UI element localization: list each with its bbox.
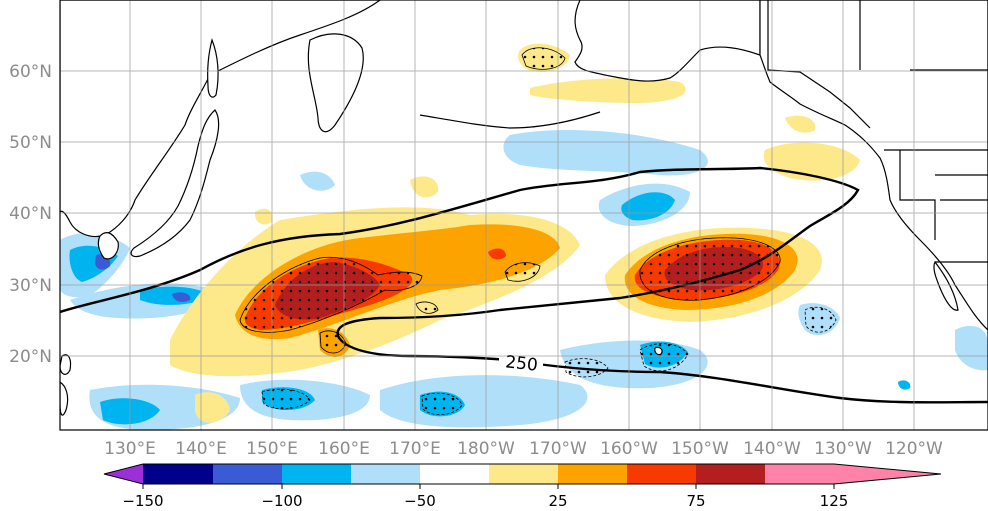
colorbar-segment-0 <box>104 464 143 484</box>
lon-label-180w: 180°W <box>457 439 515 459</box>
colorbar-segment-5 <box>420 464 489 484</box>
lat-label-40n: 40°N <box>9 204 52 224</box>
alaska-land <box>574 0 761 82</box>
lat-tick-labels: 60°N 50°N 40°N 30°N 20°N <box>9 62 52 367</box>
north-america-land <box>759 0 988 331</box>
colorbar-label-3: 25 <box>548 492 567 510</box>
colorbar-segment-6 <box>489 464 558 484</box>
colorbar-ticks <box>142 484 835 489</box>
lon-label-130w: 130°W <box>814 439 872 459</box>
landmasses <box>60 0 988 416</box>
neg-region-far-east <box>955 325 988 371</box>
colorbar-label-5: 125 <box>820 492 849 510</box>
contour-label-bg <box>499 352 543 374</box>
colorbar-label-0: −150 <box>122 492 163 510</box>
stipple-central-small <box>415 301 439 314</box>
stipple-south-center <box>564 358 609 378</box>
colorbar-segment-1 <box>143 464 213 484</box>
neg-region-northwest <box>300 171 335 191</box>
contour-label-250: 250 <box>504 352 538 375</box>
lon-label-160w: 160°W <box>600 439 658 459</box>
colorbar-segment-10 <box>765 464 834 484</box>
lon-label-150e: 150°E <box>246 439 298 459</box>
colorbar-segment-9 <box>696 464 765 484</box>
lon-label-130e: 130°E <box>104 439 156 459</box>
asia-land <box>60 0 382 238</box>
lat-label-50n: 50°N <box>9 133 52 153</box>
hawaii-islands <box>654 346 663 356</box>
stipple-bering <box>521 47 566 70</box>
lat-label-20n: 20°N <box>9 347 52 367</box>
colorbar-segment-7 <box>558 464 627 484</box>
kamchatka-land <box>307 33 364 133</box>
us-internal <box>899 150 988 240</box>
pos-region-central-small <box>488 248 506 260</box>
colorbar-segment-11 <box>834 464 941 484</box>
neg-region-north-central <box>503 130 708 176</box>
stipple-south-east <box>421 392 463 415</box>
pos-region-northwest-small <box>410 176 439 198</box>
colorbar-segment-2 <box>213 464 282 484</box>
stipple-west <box>239 256 423 333</box>
baja-land <box>933 260 959 311</box>
lon-label-170w: 170°W <box>529 439 587 459</box>
lon-tick-labels: 130°E 140°E 150°E 160°E 170°E 180°W 170°… <box>104 439 943 459</box>
country-borders <box>767 0 988 263</box>
lat-label-60n: 60°N <box>9 62 52 82</box>
colorbar-segment-3 <box>282 464 351 484</box>
lon-label-150w: 150°W <box>671 439 729 459</box>
map-frame <box>59 0 988 431</box>
pos-region-alaska-south <box>530 78 686 103</box>
colorbar-segment-4 <box>351 464 420 484</box>
stipple-east-south <box>804 306 837 333</box>
lon-label-170e: 170°E <box>389 439 441 459</box>
pos-region-south-small <box>195 392 230 423</box>
stipple-central <box>504 262 541 282</box>
canada-internal <box>859 0 988 71</box>
lat-label-30n: 30°N <box>9 276 52 296</box>
korea-land <box>97 232 119 260</box>
taiwan-land <box>60 354 72 375</box>
map-area <box>60 0 988 430</box>
colorbar-label-2: −50 <box>404 492 436 510</box>
stipple-south-far <box>639 343 689 372</box>
colorbar-label-4: 75 <box>686 492 705 510</box>
lon-label-140w: 140°W <box>743 439 801 459</box>
aleutians <box>419 111 601 129</box>
lon-label-140e: 140°E <box>175 439 227 459</box>
pos-region-gulf <box>785 115 816 133</box>
gridlines <box>60 0 988 430</box>
neg-region-southwest-strong <box>172 292 191 302</box>
alaska-canada-border <box>767 0 871 129</box>
lon-label-120w: 120°W <box>885 439 943 459</box>
sakhalin-land <box>207 38 219 98</box>
colorbar-label-1: −100 <box>261 492 302 510</box>
colorbar: −150 −100 −50 25 75 125 <box>103 463 942 510</box>
lon-label-160e: 160°E <box>318 439 370 459</box>
neg-region-east-small <box>898 380 911 390</box>
colorbar-segment-8 <box>627 464 696 484</box>
